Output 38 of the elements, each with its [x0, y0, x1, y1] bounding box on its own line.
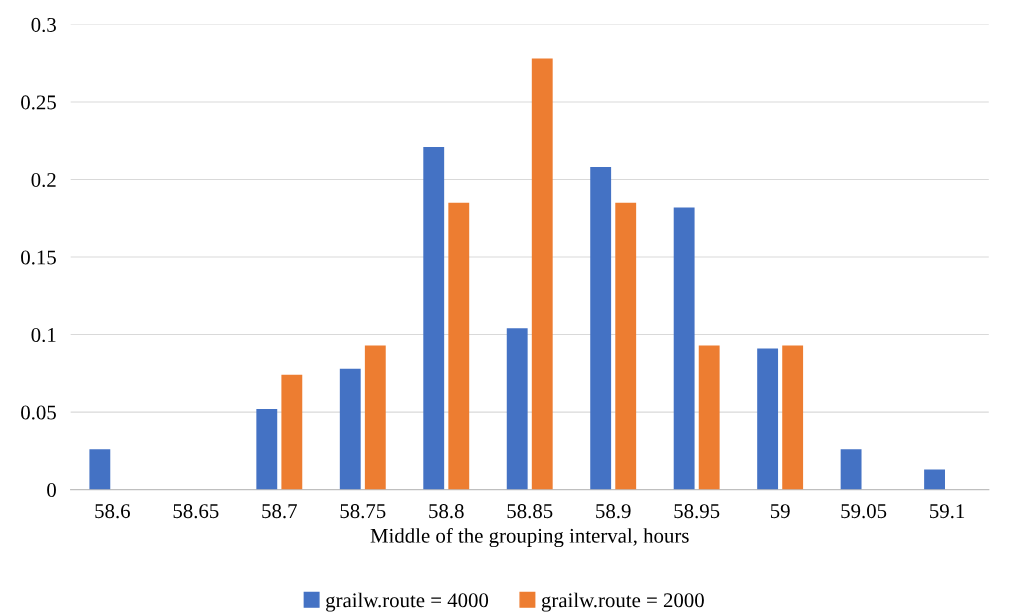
x-tick-label: 58.95 — [674, 504, 720, 519]
y-tick-label: 0.3 — [31, 17, 56, 32]
x-tick-label: 58.6 — [95, 504, 130, 519]
bar — [590, 167, 612, 490]
bar — [89, 449, 111, 490]
y-tick-label: 0.25 — [21, 95, 56, 110]
bar — [423, 146, 445, 490]
x-tick-label: 58.9 — [596, 504, 631, 519]
x-tick-label: 58.75 — [340, 504, 386, 519]
bar — [924, 469, 945, 490]
x-tick-label: 58.85 — [507, 504, 553, 519]
bar — [448, 202, 470, 490]
y-tick-label: 0 — [47, 482, 56, 498]
x-tick-label: 59 — [770, 504, 790, 519]
x-tick-label: 58.65 — [173, 504, 219, 519]
y-tick-label: 0.2 — [31, 172, 56, 188]
x-tick-label: 58.7 — [262, 504, 297, 519]
legend-label: grailw.route = 4000 — [326, 592, 489, 612]
y-tick-label: 0.1 — [31, 327, 56, 343]
x-tick-label: 59.05 — [841, 504, 887, 519]
x-axis-title: Middle of the grouping interval, hours — [370, 527, 689, 548]
y-tick-label: 0.05 — [21, 405, 56, 420]
bar — [364, 345, 386, 490]
legend-label: grailw.route = 2000 — [541, 592, 704, 612]
x-tick-label: 59.1 — [930, 504, 965, 519]
x-tick-label: 58.8 — [429, 504, 464, 519]
bar — [757, 348, 779, 490]
y-tick-label: 0.15 — [21, 250, 56, 265]
bar — [531, 58, 553, 490]
bar — [615, 202, 637, 490]
bar — [840, 449, 862, 490]
bar — [339, 368, 361, 490]
bar — [506, 328, 528, 490]
bar — [256, 408, 278, 490]
bar — [673, 207, 695, 490]
bar — [281, 374, 303, 490]
bar — [782, 345, 804, 490]
bar — [698, 345, 720, 490]
